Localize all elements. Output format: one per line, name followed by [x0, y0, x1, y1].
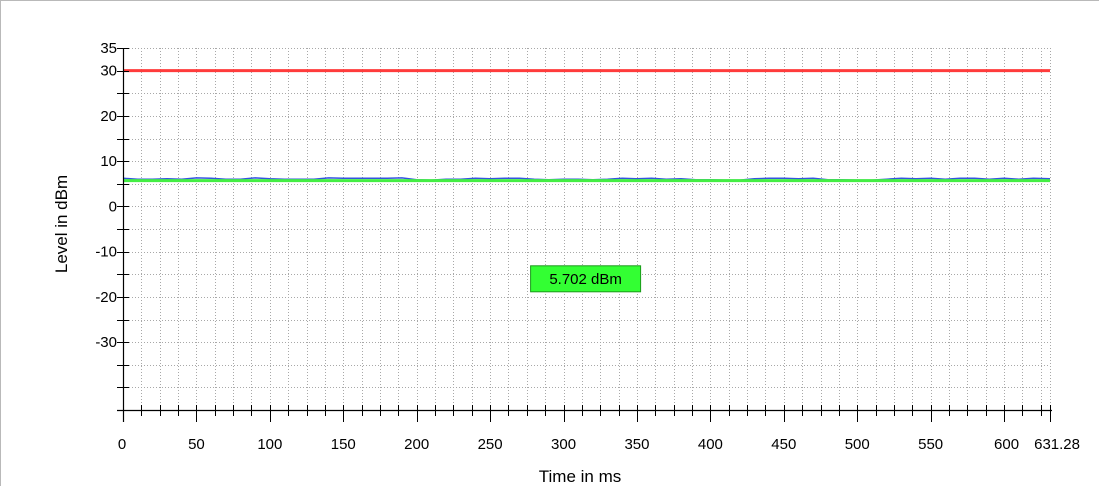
x-tick-label: 450: [771, 436, 796, 453]
y-tick-label: 35: [100, 40, 117, 57]
y-tick-label: -10: [95, 244, 117, 261]
y-tick-label: -30: [95, 334, 117, 351]
x-tick-label: 600: [994, 436, 1019, 453]
marker-label-box: 5.702 dBm: [530, 265, 642, 293]
x-axis-title: Time in ms: [539, 467, 622, 486]
x-tick-label: 250: [478, 436, 503, 453]
x-tick-label: 631.28: [1034, 436, 1080, 453]
x-tick-label: 0: [118, 436, 126, 453]
x-tick-label: 100: [257, 436, 282, 453]
x-tick-label: 300: [551, 436, 576, 453]
x-tick-label: 500: [845, 436, 870, 453]
y-tick-label: 0: [109, 198, 117, 215]
x-tick-label: 50: [188, 436, 205, 453]
x-tick-label: 550: [918, 436, 943, 453]
y-tick-label: 10: [100, 153, 117, 170]
axis-layer: [117, 48, 1052, 422]
y-tick-label: 20: [100, 108, 117, 125]
series-layer: [122, 69, 1051, 183]
y-tick-label: 30: [100, 63, 117, 80]
marker-label-background: [530, 265, 642, 293]
marker-label: 5.702 dBm: [549, 271, 622, 288]
x-tick-label: 200: [404, 436, 429, 453]
y-tick-label: -20: [95, 289, 117, 306]
y-axis-title: Level in dBm: [52, 175, 71, 273]
x-tick-label: 150: [331, 436, 356, 453]
x-tick-label: 400: [698, 436, 723, 453]
x-tick-label: 350: [624, 436, 649, 453]
grid-layer: [123, 48, 1051, 411]
